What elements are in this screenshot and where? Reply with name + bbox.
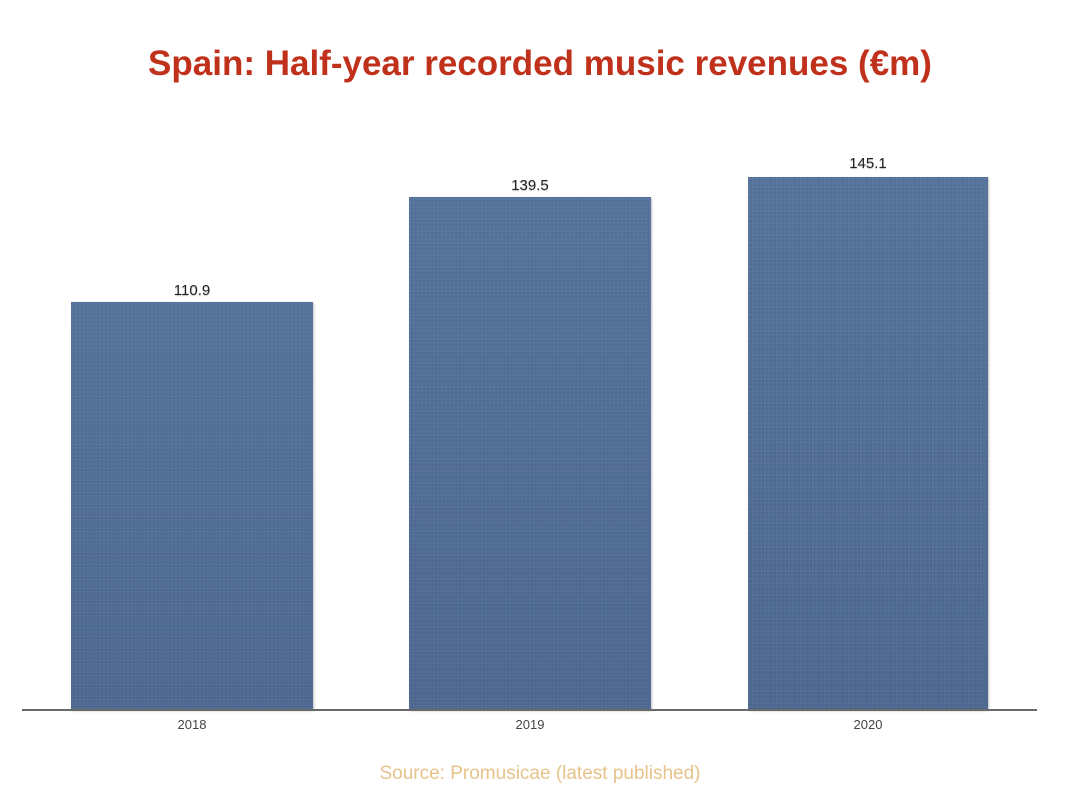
bar-2018 [71, 302, 313, 710]
bar-2020 [748, 177, 988, 710]
x-axis-line [22, 709, 1037, 711]
data-label-2018: 110.9 [173, 282, 211, 299]
bar-2019 [409, 197, 651, 710]
x-tick-2019: 2019 [515, 717, 545, 732]
chart-title: Spain: Half-year recorded music revenues… [148, 44, 932, 83]
x-tick-2020: 2020 [853, 717, 883, 732]
data-label-2020: 145.1 [849, 155, 887, 172]
data-label-2019: 139.5 [511, 177, 549, 194]
source-note: Source: Promusicae (latest published) [379, 763, 701, 784]
x-tick-2018: 2018 [177, 717, 207, 732]
